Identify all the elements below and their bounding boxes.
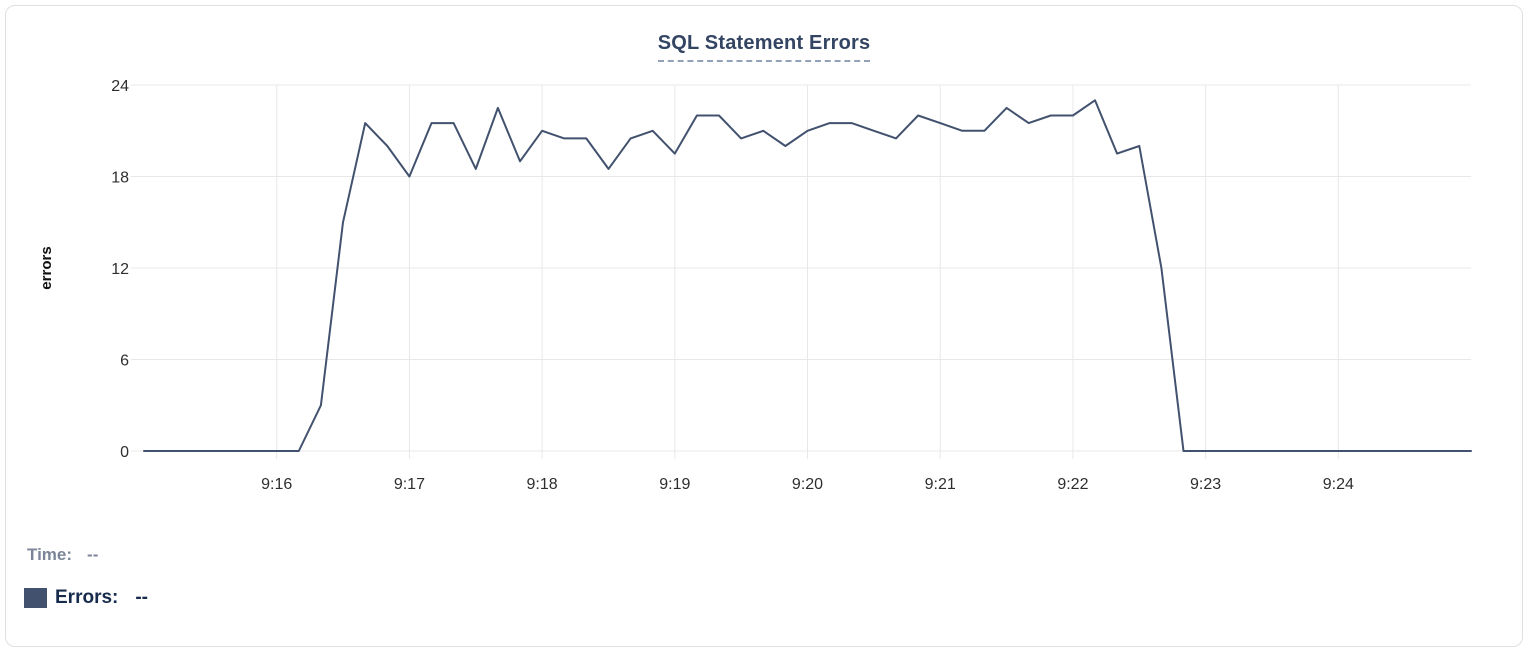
errors-series-line[interactable] [143, 99, 1472, 452]
chart-header: SQL Statement Errors [6, 32, 1522, 62]
time-label: Time: [27, 545, 73, 564]
y-axis-tick-label: 18 [111, 170, 129, 187]
x-axis-tick-label: 9:18 [527, 476, 558, 493]
legend-time-row: Time: -- [27, 545, 98, 565]
y-axis-tick-label: 12 [111, 261, 129, 278]
chart-title[interactable]: SQL Statement Errors [657, 32, 871, 62]
x-axis-tick-label: 9:22 [1057, 476, 1088, 493]
x-axis-tick-label: 9:20 [792, 476, 823, 493]
x-axis-tick-label: 9:23 [1190, 476, 1221, 493]
chart-card: SQL Statement Errors 0 6 12 18 24 9:16 9:17 9:1… [5, 5, 1523, 647]
legend-errors-row[interactable]: Errors: -- [24, 587, 148, 609]
errors-label: Errors: [55, 587, 119, 608]
x-axis-tick-label: 9:24 [1323, 476, 1354, 493]
x-axis-tick-label: 9:19 [659, 476, 690, 493]
y-axis-tick-label: 6 [120, 353, 129, 370]
y-axis-tick-label: 24 [111, 78, 129, 95]
y-axis-title: errors [38, 246, 55, 289]
x-axis-tick-label: 9:16 [261, 476, 292, 493]
x-axis-tick-label: 9:21 [925, 476, 956, 493]
errors-series-swatch [24, 588, 47, 608]
x-axis-tick-label: 9:17 [394, 476, 425, 493]
errors-value: -- [135, 587, 149, 608]
time-value: -- [87, 545, 99, 564]
errors-line-chart[interactable]: 0 6 12 18 24 9:16 9:17 9:18 9:19 9:20 9:21 9:22 9:23… [6, 6, 1522, 511]
y-axis-tick-label: 0 [120, 444, 129, 461]
